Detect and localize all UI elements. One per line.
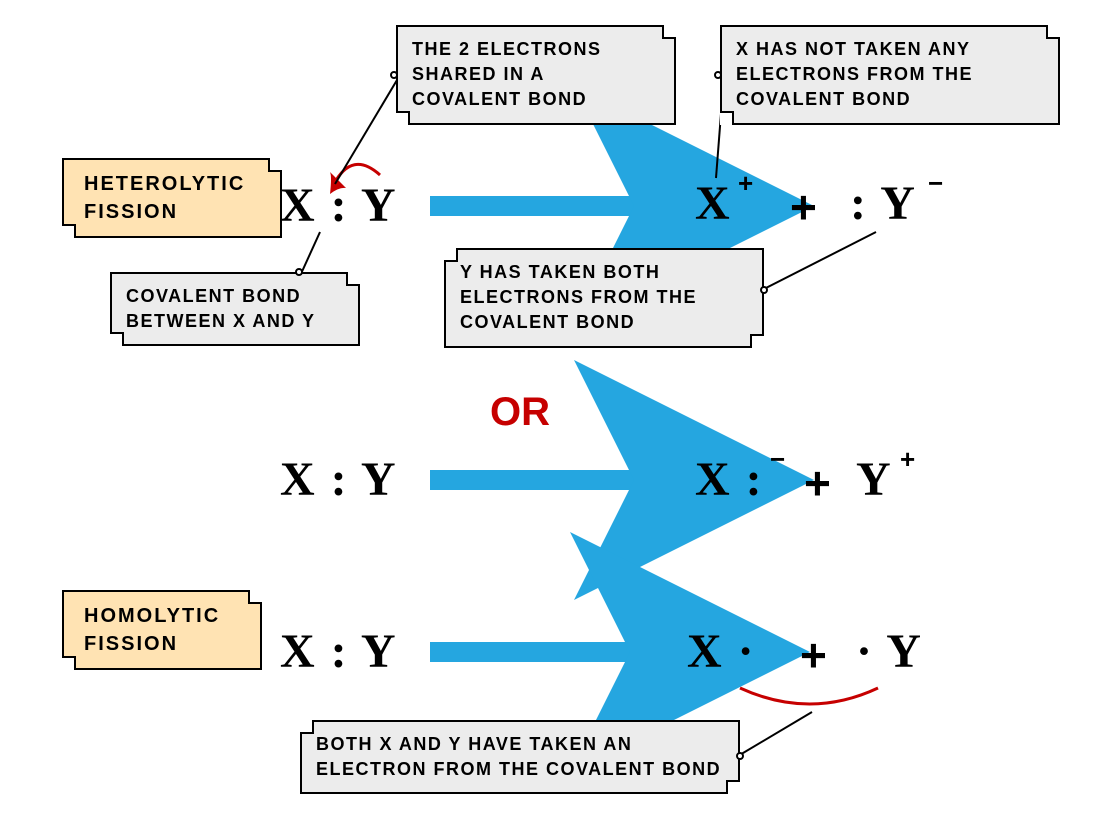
charge-x-plus: + (738, 168, 753, 199)
plus-1: + (790, 180, 817, 234)
charge-y-minus: − (928, 168, 943, 199)
title-homolytic: HOMOLYTIC FISSION (62, 590, 262, 670)
title-heterolytic: HETEROLYTIC FISSION (62, 158, 282, 238)
box-covalent-xy: COVALENT BOND BETWEEN X AND Y (110, 272, 360, 346)
eq-hetero-left: X : Y (280, 178, 398, 233)
eq-homo-y: · Y (856, 624, 923, 679)
eq-homo-left: X : Y (280, 624, 398, 679)
connector-dot (295, 268, 303, 276)
eq-alt-x: X : (695, 452, 764, 507)
title-heterolytic-text: HETEROLYTIC FISSION (84, 173, 245, 223)
eq-alt-y: Y (856, 452, 893, 507)
charge-x-minus: − (770, 444, 785, 475)
connector-dot (390, 71, 398, 79)
connector-dot (760, 286, 768, 294)
box-both-taken: BOTH X AND Y HAVE TAKEN AN ELECTRON FROM… (300, 720, 740, 794)
or-text: OR (490, 390, 550, 435)
box-shared-electrons: THE 2 ELECTRONS SHARED IN A COVALENT BON… (396, 25, 676, 125)
charge-y-plus: + (900, 444, 915, 475)
eq-hetero-x: X (695, 176, 732, 231)
connector-dot (736, 752, 744, 760)
box-y-taken-both: Y HAS TAKEN BOTH ELECTRONS FROM THE COVA… (444, 248, 764, 348)
box-x-not-taken: X HAS NOT TAKEN ANY ELECTRONS FROM THE C… (720, 25, 1060, 125)
eq-alt-left: X : Y (280, 452, 398, 507)
eq-hetero-y: : Y (850, 176, 917, 231)
connector-dot (714, 71, 722, 79)
plus-3: + (800, 628, 827, 682)
title-homolytic-text: HOMOLYTIC FISSION (84, 605, 220, 655)
curve-homo (740, 688, 878, 704)
plus-2: + (804, 456, 831, 510)
eq-homo-x: X · (687, 624, 756, 679)
